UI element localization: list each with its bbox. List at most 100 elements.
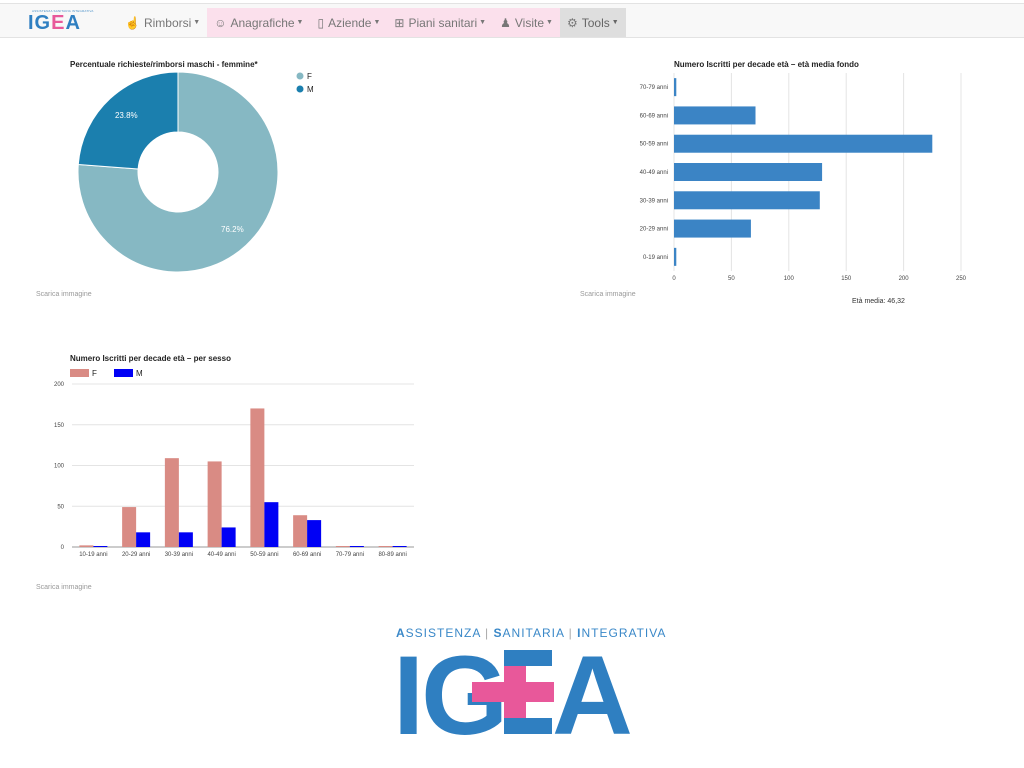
grouped-x-label: 80-89 anni [378, 552, 406, 558]
nav-item-piani-sanitari[interactable]: ⊞ Piani sanitari ▼ [387, 8, 494, 37]
caret-down-icon: ▼ [546, 19, 553, 26]
pie-chart-gender: Percentuale richieste/rimborsi maschi - … [70, 60, 314, 273]
hbar-bar [674, 134, 933, 153]
nav-item-tools[interactable]: ⚙ Tools ▼ [559, 8, 626, 37]
legend-label: F [307, 72, 312, 81]
grouped-y-tick: 100 [54, 464, 65, 470]
hbar-x-tick: 150 [841, 276, 852, 282]
caret-down-icon: ▼ [611, 19, 619, 26]
building-icon: ▯ [317, 15, 325, 30]
hbar-y-label: 0-19 anni [643, 255, 668, 261]
caret-down-icon: ▼ [193, 19, 201, 26]
cogs-icon: ⚙ [566, 15, 578, 30]
grouped-y-tick: 200 [54, 382, 65, 388]
caret-down-icon: ▼ [373, 19, 381, 26]
grouped-x-label: 50-59 anni [250, 552, 278, 558]
charts-area: Percentuale richieste/rimborsi maschi - … [54, 60, 967, 558]
grouped-x-label: 60-69 anni [293, 552, 321, 558]
grouped-y-tick: 0 [61, 545, 65, 551]
download-image-link-grouped[interactable]: Scarica immagine [36, 584, 92, 591]
grouped-bar-f [378, 546, 393, 547]
grouped-chart-title: Numero Iscritti per decade età – per ses… [70, 354, 231, 363]
nav-item-label: Tools [581, 15, 610, 30]
hbar-x-tick: 0 [672, 276, 676, 282]
download-image-link-pie[interactable]: Scarica immagine [36, 291, 92, 298]
grouped-x-label: 40-49 anni [207, 552, 235, 558]
hbar-x-tick: 50 [728, 276, 735, 282]
hbar-bar [674, 106, 756, 125]
hbar-x-tick: 200 [899, 276, 910, 282]
hbar-y-label: 60-69 anni [640, 113, 668, 119]
brand-wordmark: IGEA [28, 12, 81, 34]
grouped-bar-f [122, 507, 137, 547]
hbar-x-tick: 250 [956, 276, 967, 282]
pie-chart-title: Percentuale richieste/rimborsi maschi - … [70, 60, 259, 69]
grouped-bar-f [293, 515, 308, 547]
plus-square-icon: ⊞ [394, 15, 405, 30]
pie-slice-label: 76.2% [221, 225, 244, 234]
legend-label: M [307, 85, 314, 94]
nav-item-label: Aziende [328, 15, 372, 30]
users-icon: ☺ [214, 15, 227, 30]
download-image-link-hbar[interactable]: Scarica immagine [580, 291, 636, 298]
hbar-y-label: 50-59 anni [640, 142, 668, 148]
svg-text:A: A [552, 648, 633, 738]
brand-logo[interactable]: ASSISTENZA SANITARIA INTEGRATIVA IGEA [28, 9, 93, 34]
grouped-y-tick: 50 [57, 504, 64, 510]
average-age-note: Età media: 46,32 [852, 298, 905, 305]
grouped-x-label: 20-29 anni [122, 552, 150, 558]
nav-item-label: Rimborsi [143, 15, 192, 30]
hbar-bar [674, 247, 677, 266]
igea-logo-large: ASSISTENZA | SANITARIA | INTEGRATIVA IG … [396, 626, 667, 738]
legend-label: F [92, 369, 97, 378]
grouped-bar-m [307, 520, 322, 547]
grouped-bar-m [264, 502, 279, 547]
grouped-bar-chart-age-sex: Numero Iscritti per decade età – per ses… [54, 354, 414, 558]
hbar-x-tick: 100 [784, 276, 795, 282]
logo-tagline: ASSISTENZA | SANITARIA | INTEGRATIVA [396, 626, 667, 640]
thumbs-up-icon: ☝ [125, 15, 140, 30]
caret-down-icon: ▼ [296, 19, 304, 26]
legend-marker-f [70, 369, 89, 377]
pie-slice-f [77, 71, 279, 273]
grouped-bar-f [207, 461, 222, 547]
nav-item-anagrafiche[interactable]: ☺ Anagrafiche ▼ [207, 8, 311, 37]
pie-slice-m [77, 71, 179, 170]
nav-item-rimborsi[interactable]: ☝ Rimborsi ▼ [118, 8, 207, 37]
hbar-y-label: 30-39 anni [640, 198, 668, 204]
hbar-y-label: 70-79 anni [640, 85, 668, 91]
legend-marker-f [296, 72, 304, 80]
grouped-bar-m [349, 546, 364, 547]
nav-item-aziende[interactable]: ▯ Aziende ▼ [310, 8, 388, 37]
hbar-bar [674, 219, 751, 238]
legend-marker-m [114, 369, 133, 377]
grouped-bar-f [164, 458, 179, 547]
hbar-chart-age: Numero Iscritti per decade età – età med… [640, 60, 967, 282]
grouped-bar-m [221, 527, 236, 547]
main-menu: ☝ Rimborsi ▼ ☺ Anagrafiche ▼ ▯ Aziende ▼ ⊞ Piani s… [118, 8, 626, 38]
hbar-bar [674, 78, 677, 97]
grouped-bar-m [178, 532, 193, 547]
grouped-x-label: 70-79 anni [336, 552, 364, 558]
legend-label: M [136, 369, 143, 378]
top-navbar: ASSISTENZA SANITARIA INTEGRATIVA IGEA ☝ R… [0, 3, 1024, 38]
brand-tagline: ASSISTENZA SANITARIA INTEGRATIVA [32, 9, 94, 13]
grouped-x-label: 10-19 anni [79, 552, 107, 558]
nav-item-visite[interactable]: ♟ Visite ▼ [493, 8, 560, 37]
grouped-bar-f [79, 545, 94, 547]
hbar-y-label: 40-49 anni [640, 170, 668, 176]
hbar-bar [674, 163, 823, 181]
caret-down-icon: ▼ [479, 19, 487, 26]
grouped-x-label: 30-39 anni [165, 552, 193, 558]
nav-item-label: Visite [514, 15, 545, 30]
user-md-icon: ♟ [500, 15, 511, 30]
hbar-y-label: 20-29 anni [640, 227, 668, 233]
hbar-bar [674, 191, 820, 210]
grouped-bar-f [250, 408, 265, 547]
grouped-bar-m [93, 546, 108, 547]
grouped-bar-f [335, 546, 350, 547]
nav-item-label: Anagrafiche [230, 15, 295, 30]
igea-wordmark: IG A [396, 648, 633, 738]
legend-marker-m [296, 85, 304, 93]
pie-slice-label: 23.8% [115, 111, 138, 120]
